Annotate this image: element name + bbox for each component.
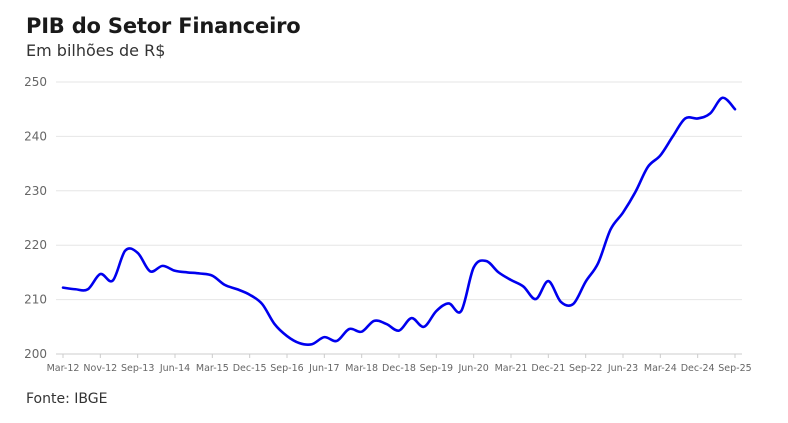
data-point-Sep-17 (335, 339, 339, 343)
x-tick-label-Mar-15: Mar-15 (196, 363, 229, 374)
x-tick-label-Sep-16: Sep-16 (270, 363, 303, 374)
data-point-Jun-20 (472, 266, 476, 270)
data-point-Jun-15 (223, 283, 227, 287)
x-tick-label-Jun-14: Jun-14 (159, 363, 190, 374)
data-point-Mar-22 (559, 300, 563, 304)
data-point-Mar-13 (111, 279, 115, 283)
data-point-Dec-20 (497, 270, 501, 274)
data-point-Dec-21 (546, 279, 550, 283)
data-point-Dec-14 (198, 271, 202, 275)
data-point-Jun-12 (73, 287, 77, 291)
data-point-Mar-19 (409, 316, 413, 320)
y-tick-label-200: 200 (24, 347, 47, 361)
data-point-Sep-14 (185, 270, 189, 274)
data-point-Mar-20 (459, 309, 463, 313)
y-tick-label-220: 220 (24, 238, 47, 252)
y-tick-label-240: 240 (24, 129, 47, 143)
x-tick-label-Mar-12: Mar-12 (47, 363, 80, 374)
data-point-Sep-12 (86, 287, 90, 291)
data-point-Sep-15 (235, 287, 239, 291)
data-point-Mar-25 (708, 112, 712, 116)
data-point-Jun-19 (422, 325, 426, 329)
x-tick-label-Nov-12: Nov-12 (83, 363, 117, 374)
data-point-Sep-25 (733, 107, 737, 111)
y-tick-label-250: 250 (24, 75, 47, 89)
data-point-Jun-21 (521, 285, 525, 289)
series-layer (61, 96, 737, 346)
data-point-Jun-22 (571, 302, 575, 306)
data-point-Jun-24 (671, 134, 675, 138)
data-point-Jun-16 (273, 322, 277, 326)
data-point-Jun-23 (621, 211, 625, 215)
x-tick-label-Mar-21: Mar-21 (495, 363, 528, 374)
x-tick-label-Jun-20: Jun-20 (457, 363, 488, 374)
y-tick-label-210: 210 (24, 293, 47, 307)
data-point-Mar-14 (161, 264, 165, 268)
data-point-Dec-17 (347, 327, 351, 331)
data-point-Sep-24 (683, 116, 687, 120)
data-point-Sep-13 (136, 251, 140, 255)
x-tick-label-Dec-21: Dec-21 (531, 363, 565, 374)
data-point-Dec-16 (297, 341, 301, 345)
data-point-Mar-16 (260, 302, 264, 306)
data-point-Dec-15 (248, 293, 252, 297)
chart-title: PIB do Setor Financeiro (26, 14, 301, 38)
data-point-Dec-22 (596, 261, 600, 265)
data-point-Jun-17 (322, 335, 326, 339)
y-axis: 200 210 220 230 240 250 (24, 75, 47, 361)
x-tick-label-Sep-25: Sep-25 (718, 363, 751, 374)
x-tick-label-Dec-15: Dec-15 (233, 363, 267, 374)
data-point-Sep-16 (285, 334, 289, 338)
x-tick-label-Jun-17: Jun-17 (308, 363, 339, 374)
data-point-Mar-17 (310, 342, 314, 346)
source-note: Fonte: IBGE (26, 391, 108, 407)
x-axis: Mar-12 Nov-12 Sep-13 Jun-14 Mar-15 Dec-15 Sep-… (47, 354, 752, 374)
x-tick-label-Dec-24: Dec-24 (681, 363, 715, 374)
data-point-Mar-23 (609, 227, 613, 231)
series-line (61, 96, 737, 346)
x-tick-label-Sep-22: Sep-22 (569, 363, 602, 374)
x-tick-label-Mar-24: Mar-24 (644, 363, 677, 374)
data-point-Mar-18 (360, 330, 364, 334)
data-point-Sep-19 (434, 309, 438, 313)
data-point-Mar-12 (61, 286, 65, 290)
data-point-Jun-25 (721, 96, 725, 100)
data-point-Sep-18 (385, 322, 389, 326)
data-point-Dec-24 (696, 116, 700, 120)
data-point-Dec-23 (646, 165, 650, 169)
data-point-Dec-18 (397, 329, 401, 333)
x-tick-label-Dec-18: Dec-18 (382, 363, 416, 374)
data-point-Mar-21 (509, 278, 513, 282)
data-point-Dec-19 (447, 301, 451, 305)
data-point-Mar-15 (210, 274, 214, 278)
x-tick-label-Mar-18: Mar-18 (345, 363, 378, 374)
chart-subtitle: Em bilhões de R$ (26, 41, 166, 60)
data-point-Jun-14 (173, 269, 177, 273)
data-point-Sep-20 (484, 259, 488, 263)
y-tick-label-230: 230 (24, 184, 47, 198)
data-point-Dec-12 (98, 272, 102, 276)
x-tick-label-Sep-13: Sep-13 (121, 363, 154, 374)
data-point-Jun-13 (123, 249, 127, 253)
x-tick-label-Jun-23: Jun-23 (607, 363, 638, 374)
data-point-Jun-18 (372, 319, 376, 323)
x-tick-label-Sep-19: Sep-19 (420, 363, 453, 374)
data-point-Dec-13 (148, 269, 152, 273)
data-point-Sep-22 (584, 280, 588, 284)
data-point-Sep-21 (534, 297, 538, 301)
data-point-Sep-23 (633, 190, 637, 194)
data-point-Mar-24 (658, 153, 662, 157)
grid-lines (56, 81, 742, 355)
